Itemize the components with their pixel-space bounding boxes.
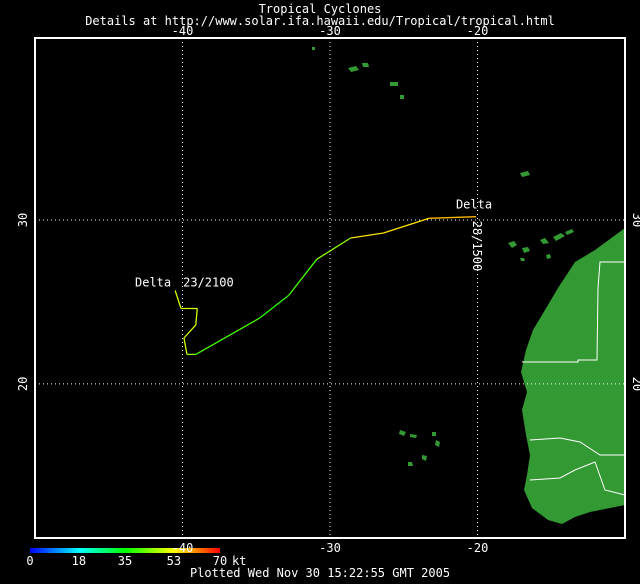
storm-name-start: Delta xyxy=(135,275,171,289)
track-segment xyxy=(195,308,198,325)
land xyxy=(312,47,625,538)
track-segment xyxy=(428,216,477,219)
colorbar-label: 53 xyxy=(167,554,181,568)
lat-label-left: 20 xyxy=(16,377,30,391)
lon-label-bottom: -40 xyxy=(172,541,194,555)
track-segment xyxy=(258,294,290,319)
title: Tropical Cyclones xyxy=(259,2,382,16)
lon-label-top: -30 xyxy=(319,24,341,38)
storm-name-end: Delta xyxy=(456,198,492,212)
colorbar-label: 35 xyxy=(118,554,132,568)
track-segment xyxy=(350,232,384,239)
borders xyxy=(522,261,626,496)
footer: Plotted Wed Nov 30 15:22:55 GMT 2005 xyxy=(190,566,450,580)
colorbar-unit: kt xyxy=(232,554,246,568)
lat-label-right: 30 xyxy=(630,213,640,227)
subtitle: Details at http://www.solar.ifa.hawaii.e… xyxy=(85,14,555,28)
lat-label-right: 20 xyxy=(630,377,640,391)
colorbar xyxy=(30,548,220,553)
colorbar-label: 18 xyxy=(72,554,86,568)
lon-label-bottom: -20 xyxy=(467,541,489,555)
lat-label-left: 30 xyxy=(16,213,30,227)
lon-label-top: -40 xyxy=(172,24,194,38)
storm-time-end: 28/1500 xyxy=(470,221,484,272)
colorbar-label: 70 xyxy=(213,554,227,568)
track-segment xyxy=(382,217,430,234)
storm-time-start: 23/2100 xyxy=(183,275,234,289)
track-segment xyxy=(183,337,188,355)
track-segment xyxy=(195,317,260,355)
track-segment xyxy=(316,237,351,260)
track-segment xyxy=(183,324,197,339)
lon-label-top: -20 xyxy=(467,24,489,38)
track-segment xyxy=(174,290,182,309)
colorbar-label: 0 xyxy=(26,554,33,568)
lon-label-bottom: -30 xyxy=(319,541,341,555)
track-segment xyxy=(288,258,318,296)
